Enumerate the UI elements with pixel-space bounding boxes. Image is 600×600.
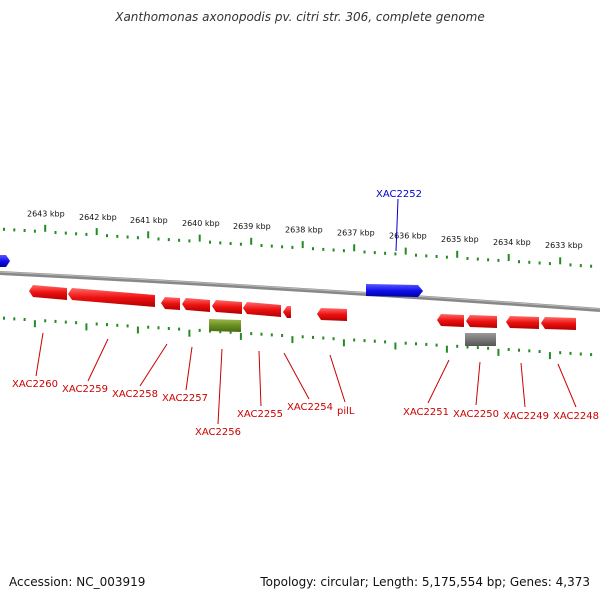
callout-xac2259	[87, 338, 109, 382]
gene-xac2252[interactable]	[366, 284, 423, 297]
label-pill[interactable]: pilL	[337, 406, 355, 417]
gene-xac2249[interactable]	[506, 316, 539, 329]
accession-text: Accession: NC_003919	[9, 575, 146, 589]
gene-xac2250a[interactable]	[466, 315, 497, 328]
gene-xac2259[interactable]	[68, 288, 155, 307]
label-xac2258[interactable]: XAC2258	[112, 389, 158, 400]
genome-title: Xanthomonas axonopodis pv. citri str. 30…	[115, 10, 485, 24]
callout-xac2255	[258, 350, 262, 407]
gene-callouts	[35, 198, 577, 425]
callout-xac2252	[395, 198, 399, 252]
label-xac2250[interactable]: XAC2250	[453, 409, 499, 420]
scale-label: 2635 kbp	[441, 235, 479, 244]
scale-label: 2639 kbp	[233, 222, 271, 231]
scale-label: 2640 kbp	[182, 219, 220, 228]
gene-features	[29, 284, 576, 346]
label-xac2256[interactable]: XAC2256	[195, 427, 241, 438]
genome-backbone	[0, 271, 600, 312]
gene-xac2255[interactable]	[212, 300, 242, 314]
scale-label: 2636 kbp	[389, 232, 427, 241]
gene-xac2260[interactable]	[29, 285, 67, 300]
callout-xac2256	[217, 348, 223, 425]
label-xac2248[interactable]: XAC2248	[553, 411, 599, 422]
scale-label: 2643 kbp	[27, 210, 65, 219]
gene-xac2254[interactable]	[243, 302, 281, 317]
gene-xac2257[interactable]	[182, 298, 210, 312]
gene-xac2258[interactable]	[161, 297, 180, 310]
label-xac2252[interactable]: XAC2252	[376, 189, 422, 200]
gene-pill[interactable]	[317, 308, 347, 321]
label-xac2259[interactable]: XAC2259	[62, 384, 108, 395]
gene-labels: XAC2260 XAC2259 XAC2258 XAC2257 XAC2256 …	[12, 189, 599, 438]
label-xac2254[interactable]: XAC2254	[287, 402, 333, 413]
callout-xac2254	[283, 352, 310, 400]
callout-xac2248	[557, 363, 577, 408]
scale-label: 2634 kbp	[493, 238, 531, 247]
gene-xac2256[interactable]	[209, 319, 241, 332]
label-xac2251[interactable]: XAC2251	[403, 407, 449, 418]
callout-xac2251	[427, 359, 450, 404]
label-xac2249[interactable]: XAC2249	[503, 411, 549, 422]
scale-labels: 2643 kbp 2642 kbp 2641 kbp 2640 kbp 2639 kbp…	[27, 210, 583, 251]
upper-scale-ticks	[3, 224, 593, 268]
lower-scale-ticks	[3, 316, 593, 360]
gene-edge-left[interactable]	[0, 255, 10, 267]
label-xac2260[interactable]: XAC2260	[12, 379, 58, 390]
gene-xac2251[interactable]	[437, 314, 464, 327]
scale-label: 2633 kbp	[545, 241, 583, 250]
gene-xac2248[interactable]	[541, 317, 576, 330]
label-xac2255[interactable]: XAC2255	[237, 409, 283, 420]
genome-stats-text: Topology: circular; Length: 5,175,554 bp…	[260, 575, 590, 589]
callout-xac2249	[520, 362, 526, 408]
gene-xac2250[interactable]	[465, 333, 496, 346]
scale-label: 2637 kbp	[337, 229, 375, 238]
label-xac2257[interactable]: XAC2257	[162, 393, 208, 404]
callout-pill	[329, 354, 346, 403]
callout-xac2260	[35, 332, 44, 377]
gene-xac2254b[interactable]	[283, 306, 291, 318]
genome-backbone-highlight	[0, 271, 600, 310]
scale-label: 2638 kbp	[285, 225, 323, 234]
callout-xac2257	[185, 346, 193, 391]
scale-label: 2641 kbp	[130, 216, 168, 225]
callout-xac2250	[475, 361, 481, 406]
callout-xac2258	[139, 343, 168, 387]
scale-label: 2642 kbp	[79, 213, 117, 222]
